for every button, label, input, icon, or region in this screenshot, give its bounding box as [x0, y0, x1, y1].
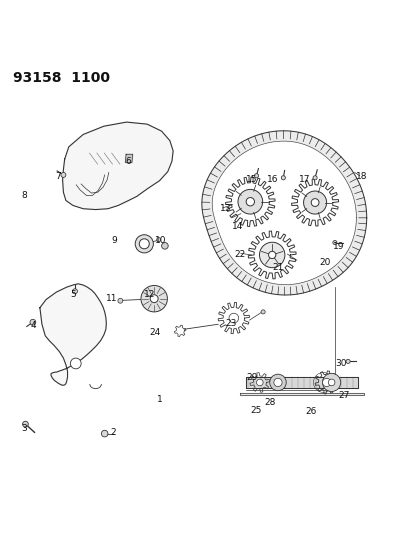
Text: 30: 30 [335, 359, 346, 368]
Text: 25: 25 [249, 406, 261, 415]
Text: 16: 16 [267, 175, 278, 184]
Text: 93158  1100: 93158 1100 [13, 70, 110, 85]
Circle shape [269, 374, 285, 391]
Text: 11: 11 [105, 294, 117, 303]
Circle shape [280, 176, 285, 180]
Circle shape [322, 378, 330, 386]
Text: 17: 17 [299, 175, 310, 184]
Text: 24: 24 [150, 328, 161, 337]
Text: 27: 27 [337, 391, 349, 400]
Circle shape [135, 235, 153, 253]
Text: 18: 18 [355, 172, 367, 181]
Text: 29: 29 [245, 373, 256, 382]
Circle shape [332, 240, 336, 245]
Circle shape [256, 379, 263, 386]
Circle shape [161, 243, 168, 249]
Circle shape [322, 373, 340, 392]
Text: 7: 7 [55, 172, 61, 181]
Text: 14: 14 [232, 222, 243, 231]
Polygon shape [40, 284, 106, 385]
Text: 15: 15 [245, 174, 257, 183]
Text: 3: 3 [22, 424, 27, 433]
Circle shape [328, 379, 334, 386]
Circle shape [312, 176, 316, 180]
Text: 1: 1 [156, 395, 162, 404]
Text: 12: 12 [144, 290, 155, 299]
Text: 13: 13 [219, 204, 231, 213]
Polygon shape [246, 377, 357, 388]
Circle shape [118, 298, 123, 303]
Circle shape [261, 310, 265, 314]
Text: 10: 10 [154, 237, 166, 245]
Text: 20: 20 [318, 258, 330, 267]
Text: 6: 6 [126, 157, 131, 166]
Circle shape [30, 319, 36, 325]
Circle shape [139, 239, 149, 249]
Polygon shape [202, 131, 366, 295]
Circle shape [22, 421, 28, 427]
Text: 2: 2 [110, 428, 116, 437]
Text: 4: 4 [30, 320, 36, 329]
Text: 23: 23 [225, 319, 236, 328]
Text: 19: 19 [332, 242, 343, 251]
Text: 8: 8 [22, 191, 27, 200]
Circle shape [268, 252, 275, 259]
Circle shape [345, 359, 349, 364]
Circle shape [150, 295, 158, 303]
Circle shape [156, 238, 160, 242]
Text: 22: 22 [234, 251, 245, 260]
Text: 5: 5 [70, 290, 76, 299]
Circle shape [303, 191, 326, 214]
Circle shape [72, 289, 77, 294]
Circle shape [101, 430, 108, 437]
Text: 28: 28 [263, 398, 275, 407]
Polygon shape [125, 154, 133, 163]
Text: 26: 26 [304, 407, 316, 416]
Circle shape [228, 313, 238, 323]
Polygon shape [240, 393, 363, 395]
Text: 21: 21 [272, 263, 283, 272]
Circle shape [237, 189, 262, 214]
Polygon shape [62, 122, 173, 209]
Circle shape [246, 198, 254, 206]
Circle shape [70, 358, 81, 369]
Circle shape [61, 172, 66, 177]
Circle shape [141, 286, 167, 312]
Circle shape [259, 242, 284, 268]
Text: 9: 9 [112, 237, 117, 245]
Circle shape [311, 199, 318, 206]
Circle shape [273, 378, 281, 386]
Circle shape [254, 174, 258, 178]
